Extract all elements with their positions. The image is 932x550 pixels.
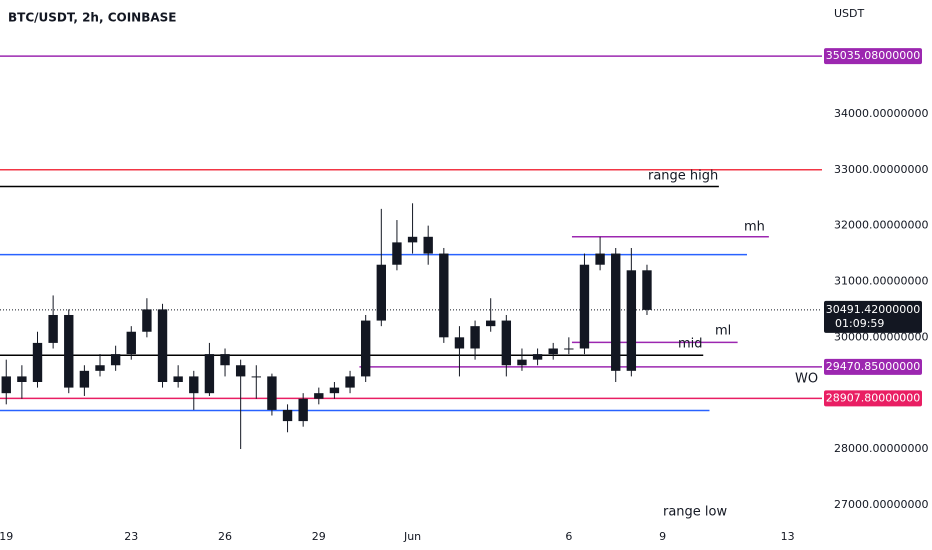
candle-body: [517, 359, 527, 366]
annotation: range high: [648, 169, 718, 184]
candle-body: [532, 354, 543, 360]
price-tag-label: 28907.80000000: [826, 391, 920, 404]
candle-body: [470, 326, 480, 349]
annotation: mid: [678, 337, 703, 352]
candle-body: [251, 376, 261, 378]
candle-body: [407, 236, 418, 243]
candle-body: [423, 236, 433, 254]
candle-body: [564, 348, 574, 350]
candle-body: [439, 253, 449, 338]
candle-body: [126, 331, 136, 355]
candle-body: [32, 342, 43, 383]
x-tick-label: 23: [124, 530, 138, 543]
price-tag-label: 29470.85000000: [826, 360, 920, 373]
candle-body: [79, 370, 90, 388]
x-tick-label: 29: [312, 530, 326, 543]
candle-body: [282, 409, 293, 422]
axis-unit: USDT: [834, 7, 865, 20]
x-tick-label: 9: [659, 530, 666, 543]
candle-body: [142, 309, 152, 332]
candle-body: [48, 314, 58, 343]
y-tick-label: 32000.00000000: [834, 219, 928, 232]
candle-body: [110, 354, 121, 366]
candle-body: [17, 376, 27, 383]
candle-body: [595, 253, 605, 265]
candle-body: [642, 270, 652, 310]
candle-body: [611, 253, 621, 371]
candle-body: [392, 242, 402, 265]
candle-body: [173, 376, 183, 383]
chart-title: BTC/USDT, 2h, COINBASE: [8, 11, 177, 25]
countdown-label: 01:09:59: [835, 317, 884, 330]
candle-body: [95, 365, 105, 371]
candle-body: [329, 387, 340, 394]
x-tick-label: 19: [0, 530, 13, 543]
x-tick-label: Jun: [403, 530, 421, 543]
x-tick-label: 26: [218, 530, 232, 543]
annotation: WO: [795, 372, 818, 387]
y-tick-label: 34000.00000000: [834, 107, 928, 120]
candle-body: [314, 393, 324, 399]
candle-body: [548, 348, 558, 355]
price-tag-label: 35035.08000000: [826, 49, 920, 62]
candle-body: [360, 320, 371, 377]
candle-body: [267, 376, 277, 410]
candle-body: [486, 320, 496, 327]
y-tick-label: 27000.00000000: [834, 498, 928, 511]
candle-body: [501, 320, 512, 366]
price-tag: [824, 390, 922, 407]
candle-body: [204, 354, 215, 394]
y-tick-label: 30000.00000000: [834, 330, 928, 343]
price-tag: [824, 358, 922, 375]
candle-body: [376, 264, 386, 321]
y-tick-label: 33000.00000000: [834, 163, 928, 176]
y-tick-label: 31000.00000000: [834, 274, 928, 287]
y-tick-label: 28000.00000000: [834, 442, 928, 455]
x-tick-label: 6: [565, 530, 572, 543]
candle-body: [220, 354, 230, 366]
price-tag-label: 30491.42000000: [826, 303, 920, 316]
candle-body: [1, 376, 11, 394]
annotation: ml: [715, 324, 731, 339]
candle-body: [235, 365, 246, 377]
price-tag: [824, 48, 922, 65]
x-tick-label: 13: [781, 530, 795, 543]
annotation: mh: [744, 220, 765, 235]
annotation: range low: [663, 505, 727, 520]
candle-body: [298, 398, 308, 422]
price-tag: [824, 300, 922, 333]
candle-body: [454, 337, 465, 349]
candle-body: [579, 264, 590, 349]
candle-body: [626, 270, 637, 371]
candle-body: [345, 376, 355, 388]
candle-body: [64, 314, 74, 388]
candle-body: [189, 376, 199, 394]
candle-body: [157, 309, 168, 383]
